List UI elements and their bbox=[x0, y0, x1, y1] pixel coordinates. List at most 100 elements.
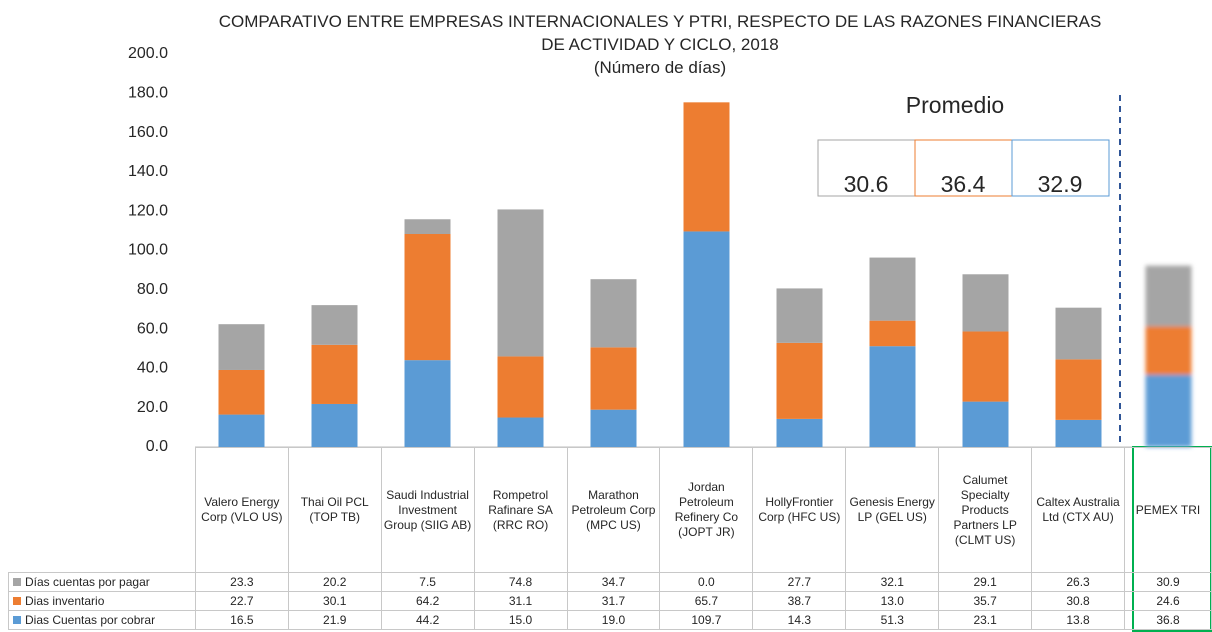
average-cell bbox=[817, 139, 916, 197]
value-cell: 74.8 bbox=[473, 572, 568, 592]
value-cell: 36.8 bbox=[1124, 610, 1212, 630]
bar-segment bbox=[497, 356, 544, 418]
value-cell: 30.1 bbox=[287, 591, 382, 611]
value-cell: 38.7 bbox=[752, 591, 847, 611]
y-tick-label: 60.0 bbox=[137, 320, 168, 337]
y-tick-label: 200.0 bbox=[128, 45, 168, 62]
value-cell: 44.2 bbox=[380, 610, 475, 630]
y-tick-label: 20.0 bbox=[137, 399, 168, 416]
bar-segment bbox=[1145, 326, 1192, 375]
y-tick-label: 160.0 bbox=[128, 124, 168, 141]
category-label: Calumet Specialty Products Partners LP (… bbox=[938, 447, 1033, 573]
header-row: Valero Energy Corp (VLO US) Thai Oil PCL … bbox=[8, 447, 1212, 573]
value-cell: 65.7 bbox=[659, 591, 754, 611]
legend-label: Dias inventario bbox=[25, 593, 105, 608]
y-tick-label: 180.0 bbox=[128, 85, 168, 102]
bar-segment bbox=[590, 409, 637, 447]
bar-segment bbox=[1145, 374, 1192, 447]
bar-segment bbox=[497, 417, 544, 447]
bar-segment bbox=[683, 231, 730, 447]
average-value: 30.6 bbox=[844, 171, 889, 197]
value-cell: 34.7 bbox=[566, 572, 661, 592]
value-cell: 23.3 bbox=[194, 572, 289, 592]
chart-title-block: COMPARATIVO ENTRE EMPRESAS INTERNACIONAL… bbox=[210, 10, 1110, 79]
category-label: Thai Oil PCL (TOP TB) bbox=[287, 447, 382, 573]
average-value: 36.4 bbox=[941, 171, 986, 197]
legend-swatch bbox=[13, 577, 21, 586]
bar-segment bbox=[218, 414, 265, 447]
bar-segment bbox=[218, 369, 265, 415]
value-cell: 32.1 bbox=[845, 572, 940, 592]
bar-segment bbox=[869, 320, 916, 347]
bar-segment bbox=[404, 233, 451, 361]
bar-segment bbox=[1055, 307, 1102, 360]
value-cell: 35.7 bbox=[938, 591, 1033, 611]
category-label: Valero Energy Corp (VLO US) bbox=[194, 447, 289, 573]
bar-segment bbox=[404, 219, 451, 234]
bar-segment bbox=[776, 288, 823, 343]
chart-title: COMPARATIVO ENTRE EMPRESAS INTERNACIONAL… bbox=[218, 12, 1102, 54]
data-table: Valero Energy Corp (VLO US) Thai Oil PCL … bbox=[8, 447, 1212, 630]
y-tick-label: 100.0 bbox=[128, 242, 168, 259]
legend-label: Dias Cuentas por cobrar bbox=[25, 612, 156, 627]
value-cell: 19.0 bbox=[566, 610, 661, 630]
value-cell: 64.2 bbox=[380, 591, 475, 611]
legend-cell: Dias inventario bbox=[8, 591, 196, 611]
legend-cell: Dias Cuentas por cobrar bbox=[8, 610, 196, 630]
bar-segment bbox=[962, 331, 1009, 402]
value-cell: 13.8 bbox=[1031, 610, 1125, 630]
legend-swatch bbox=[13, 615, 21, 624]
value-cell: 13.0 bbox=[845, 591, 940, 611]
series-row: Días cuentas por pagar 23.3 20.2 7.5 74.8 34.… bbox=[8, 572, 1212, 592]
category-label: Genesis Energy LP (GEL US) bbox=[845, 447, 940, 573]
value-cell: 22.7 bbox=[194, 591, 289, 611]
value-cell: 30.9 bbox=[1124, 572, 1212, 592]
series-row: Dias Cuentas por cobrar 16.5 21.9 44.2 15.0 1… bbox=[8, 610, 1212, 630]
value-cell: 27.7 bbox=[752, 572, 847, 592]
category-label: Rompetrol Rafinare SA (RRC RO) bbox=[473, 447, 568, 573]
legend-cell: Días cuentas por pagar bbox=[8, 572, 196, 592]
value-cell: 15.0 bbox=[473, 610, 568, 630]
y-tick-label: 140.0 bbox=[128, 163, 168, 180]
bar-segment bbox=[311, 305, 358, 345]
bar-segment bbox=[497, 209, 544, 357]
value-cell: 16.5 bbox=[194, 610, 289, 630]
series-row: Dias inventario 22.7 30.1 64.2 31.1 31.7 65.7 3… bbox=[8, 591, 1212, 611]
value-cell: 14.3 bbox=[752, 610, 847, 630]
y-tick-label: 80.0 bbox=[137, 281, 168, 298]
category-label: Caltex Australia Ltd (CTX AU) bbox=[1031, 447, 1125, 573]
value-cell: 30.8 bbox=[1031, 591, 1125, 611]
bar-segment bbox=[869, 346, 916, 447]
value-cell: 20.2 bbox=[287, 572, 382, 592]
value-cell: 51.3 bbox=[845, 610, 940, 630]
blank-cell bbox=[8, 447, 196, 573]
bar-segment bbox=[683, 102, 730, 232]
category-label: PEMEX TRI bbox=[1124, 447, 1212, 573]
bar-segment bbox=[962, 401, 1009, 447]
bar-segment bbox=[1145, 265, 1192, 327]
category-label: Saudi Industrial Investment Group (SIIG … bbox=[380, 447, 475, 573]
y-tick-label: 40.0 bbox=[137, 360, 168, 377]
bar-segment bbox=[218, 324, 265, 370]
value-cell: 109.7 bbox=[659, 610, 754, 630]
bar-segment bbox=[776, 342, 823, 419]
bar-segment bbox=[1055, 359, 1102, 420]
value-cell: 21.9 bbox=[287, 610, 382, 630]
bar-segment bbox=[776, 418, 823, 447]
legend-label: Días cuentas por pagar bbox=[25, 574, 150, 589]
bar-segment bbox=[869, 257, 916, 321]
average-cell bbox=[1011, 139, 1110, 197]
bar-segment bbox=[590, 279, 637, 348]
y-tick-label: 120.0 bbox=[128, 202, 168, 219]
average-cell bbox=[914, 139, 1013, 197]
average-value: 32.9 bbox=[1038, 171, 1083, 197]
bar-segment bbox=[1055, 419, 1102, 447]
chart-subtitle: (Número de días) bbox=[593, 58, 727, 77]
bar-segment bbox=[404, 360, 451, 447]
value-cell: 31.7 bbox=[566, 591, 661, 611]
category-label: HollyFrontier Corp (HFC US) bbox=[752, 447, 847, 573]
category-label: Jordan Petroleum Refinery Co (JOPT JR) bbox=[659, 447, 754, 573]
value-cell: 24.6 bbox=[1124, 591, 1212, 611]
legend-swatch bbox=[13, 596, 21, 605]
